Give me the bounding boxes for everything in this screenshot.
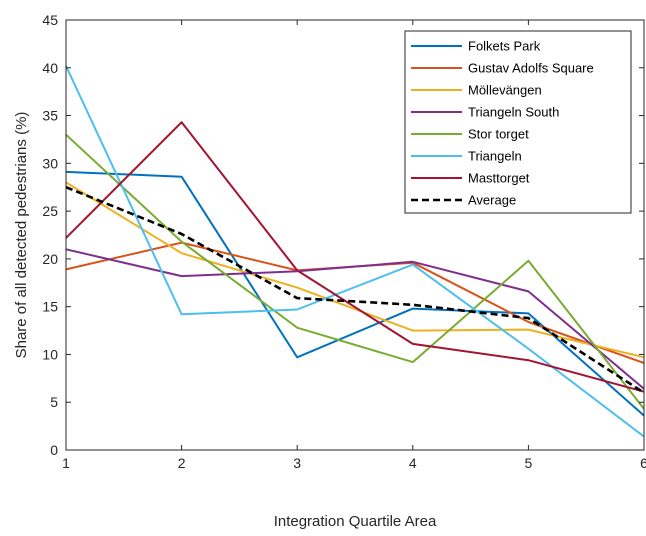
legend-label: Average (468, 193, 516, 208)
legend-label: Masttorget (468, 171, 530, 186)
y-tick-label: 45 (42, 12, 58, 28)
y-tick-label: 5 (50, 394, 58, 410)
y-tick-label: 10 (42, 346, 58, 362)
legend: Folkets Park Gustav Adolfs Square Möllevän… (404, 30, 632, 214)
y-tick-label: 15 (42, 299, 58, 315)
legend-label: Möllevängen (468, 83, 542, 98)
series-lines (65, 65, 645, 438)
legend-label: Stor torget (468, 127, 529, 142)
y-tick-label: 20 (42, 251, 58, 267)
legend-box (404, 30, 632, 214)
series-line (65, 185, 645, 394)
x-axis-label: Integration Quartile Area (274, 513, 437, 530)
y-tick-label: 35 (42, 108, 58, 124)
legend-label: Folkets Park (468, 39, 541, 54)
x-tick-label: 2 (178, 455, 186, 471)
x-tick-label: 4 (409, 455, 417, 471)
series-line (65, 181, 645, 359)
y-tick-label: 30 (42, 155, 58, 171)
plot-frame (65, 19, 645, 451)
x-tick-label: 5 (525, 455, 533, 471)
legend-label: Triangeln South (468, 105, 559, 120)
legend-label: Triangeln (468, 149, 522, 164)
y-tick-label: 0 (50, 442, 58, 458)
series-line (65, 133, 645, 410)
x-tick-label: 3 (293, 455, 301, 471)
series-line (65, 121, 645, 393)
y-tick-label: 25 (42, 203, 58, 219)
series-line (65, 65, 645, 438)
y-tick-label: 40 (42, 60, 58, 76)
y-axis-label: Share of all detected pedestrians (%) (13, 112, 30, 359)
legend-label: Gustav Adolfs Square (468, 61, 594, 76)
x-tick-label: 1 (62, 455, 70, 471)
x-tick-label: 6 (640, 455, 646, 471)
